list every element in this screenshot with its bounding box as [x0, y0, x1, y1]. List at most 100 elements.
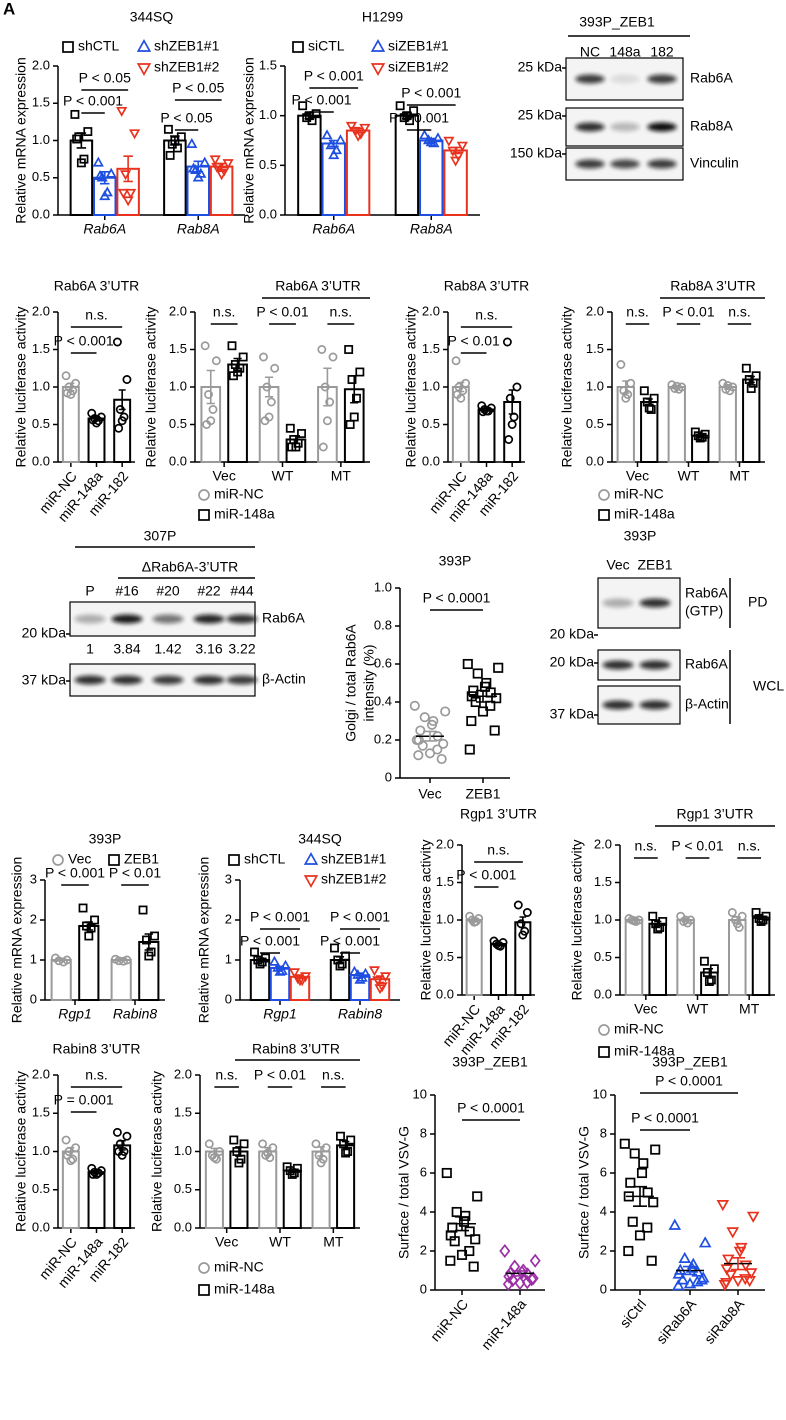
data-point: [646, 405, 656, 414]
data-point: [415, 725, 426, 736]
legend-marker: [198, 489, 210, 501]
data-point: [727, 908, 737, 917]
data-point: [477, 706, 489, 717]
data-point: [418, 129, 431, 140]
data-point: [62, 1150, 72, 1160]
data-point: [279, 959, 292, 970]
data-point: [681, 915, 691, 925]
significance-label: P < 0.05: [79, 70, 132, 86]
lane-label: ZEB1: [637, 557, 672, 573]
y-tick-label: 0.0: [586, 453, 604, 468]
band-quantification: 1.42: [154, 641, 181, 657]
error-bar: [123, 155, 133, 183]
size-marker: 20 kDa: [550, 626, 595, 642]
blot-subtitle: ΔRab6A-3’UTR: [142, 559, 239, 575]
data-point: [355, 367, 365, 377]
chart-title: Rab6A 3’UTR: [275, 278, 361, 294]
data-point: [112, 337, 122, 347]
error-bar: [513, 1270, 527, 1277]
legend-label: siCTL: [308, 38, 345, 54]
chart-title: 344SQ: [298, 831, 342, 847]
legend-marker: [198, 1284, 210, 1296]
band: [575, 122, 605, 132]
y-tick-label: 1: [30, 951, 37, 966]
data-point: [409, 106, 419, 116]
significance-label: n.s.: [330, 304, 353, 320]
significance-label: P < 0.001: [401, 85, 461, 101]
data-point: [698, 1236, 712, 1248]
data-point: [376, 982, 388, 993]
data-point: [529, 1253, 541, 1268]
data-point: [485, 700, 496, 711]
data-point: [679, 917, 689, 926]
y-tick-label: 2.0: [32, 1066, 50, 1081]
data-point: [352, 393, 361, 403]
x-tick-label: WT: [687, 1001, 709, 1017]
legend-marker: [228, 854, 240, 866]
x-tick-label: MT: [323, 1234, 344, 1250]
y-tick-label: 0.5: [594, 949, 612, 964]
y-tick-label: 0.0: [594, 986, 612, 1001]
y-tick-label: 1.5: [32, 1105, 50, 1120]
data-point: [76, 158, 86, 168]
data-point: [636, 1167, 648, 1179]
data-point: [209, 155, 221, 166]
data-point: [117, 416, 127, 426]
error-bar: [264, 376, 274, 398]
data-point: [625, 1177, 636, 1188]
y-tick-label: 3: [30, 871, 37, 886]
data-point: [413, 750, 424, 761]
data-point: [725, 386, 735, 396]
significance-label: P < 0.001: [250, 909, 310, 925]
y-tick-label: 0.0: [259, 206, 277, 221]
data-point: [738, 1274, 752, 1286]
data-point: [229, 371, 238, 381]
data-point: [672, 381, 682, 391]
x-tick-label: Rab8A: [177, 221, 220, 237]
data-point: [211, 356, 221, 366]
y-tick-label: 0: [30, 991, 37, 1006]
legend-label: miR-NC: [614, 1021, 664, 1037]
legend-label: shZEB1#2: [154, 59, 220, 75]
legend-marker: [303, 875, 319, 888]
y-tick-label: 0.2: [374, 731, 392, 746]
data-point: [718, 1279, 732, 1292]
band: [226, 675, 258, 685]
y-tick-label: 0.6: [374, 655, 392, 670]
data-point: [428, 137, 440, 148]
y-tick-label: 2.0: [32, 57, 50, 72]
data-point: [683, 1277, 697, 1289]
data-point: [320, 382, 330, 392]
y-tick-label: 1.0: [436, 911, 454, 926]
data-point: [265, 1153, 275, 1163]
data-point: [316, 1158, 326, 1168]
legend-label: miR-NC: [214, 1259, 264, 1275]
data-point: [93, 1168, 103, 1178]
significance-label: n.s.: [215, 1067, 238, 1083]
data-point: [74, 132, 84, 142]
data-point: [285, 423, 295, 433]
data-point: [739, 1260, 752, 1272]
y-tick-label: 2.0: [32, 303, 50, 318]
data-point: [733, 1246, 747, 1258]
data-point: [335, 961, 345, 971]
band: [610, 122, 640, 132]
y-tick-label: 0.5: [174, 1181, 192, 1196]
band: [647, 74, 677, 84]
row-label: Rab8A: [690, 118, 733, 134]
y-axis-label: Relative luciferase activity: [13, 306, 29, 467]
lane-label: Vec: [606, 557, 629, 573]
data-point: [502, 1277, 514, 1292]
size-marker: 20 kDa: [550, 654, 595, 670]
data-point: [334, 134, 347, 145]
x-tick-label: Vec: [215, 1234, 238, 1250]
y-tick-label: 8: [420, 1125, 427, 1140]
data-point: [650, 1144, 661, 1155]
legend-marker: [52, 854, 64, 866]
error-bar: [633, 1185, 647, 1207]
data-point: [638, 1158, 649, 1169]
legend-label: siZEB1#1: [388, 38, 449, 54]
data-point: [72, 134, 82, 144]
y-axis-label: Relative luciferase activity: [149, 1071, 165, 1232]
